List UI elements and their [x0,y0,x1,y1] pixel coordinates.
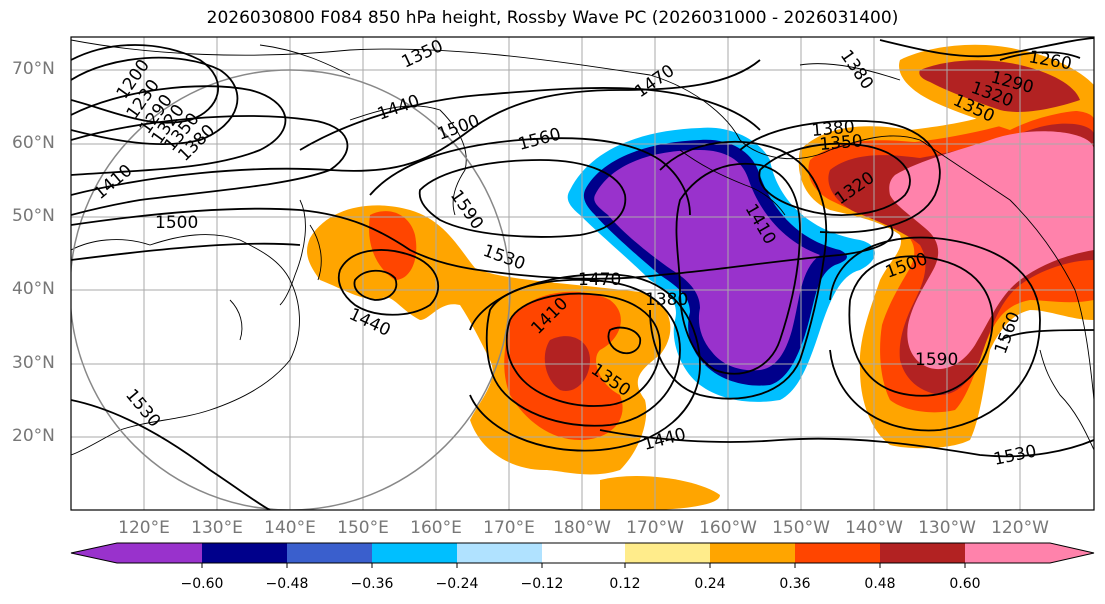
lat-label: 40°N [12,279,55,299]
colorbar [70,542,1095,568]
lon-label: 170°E [483,518,535,538]
contour-label: 1440 [641,424,688,455]
colorbar-tick-label: −0.48 [265,576,309,592]
lat-label: 60°N [12,133,55,153]
lat-label: 70°N [12,59,55,79]
contour-label: 1380 [645,290,688,310]
colorbar-segment [1050,543,1094,563]
great-circle [71,69,511,510]
colorbar-segment [71,543,117,563]
lon-label: 120°E [118,518,170,538]
colorbar-tick-label: −0.12 [520,576,564,592]
lon-label: 140°W [845,518,903,538]
colorbar-segment [710,543,795,563]
colorbar-segment [372,543,457,563]
contour-label: 1380 [811,117,856,141]
anomaly-negative-center-core [594,150,820,371]
coastlines [71,39,1094,456]
contour-label: 1470 [578,270,621,290]
contour-label: 1350 [399,36,447,72]
colorbar-segment [795,543,880,563]
colorbar-tick-label: −0.24 [435,576,479,592]
contour-label: 1350 [819,131,864,155]
map-title: 2026030800 F084 850 hPa height, Rossby W… [206,8,899,28]
lon-label: 130°W [918,518,976,538]
lat-label: 20°N [12,426,55,446]
lon-label: 140°E [264,518,316,538]
lon-label: 150°E [337,518,389,538]
anomaly-positive-east-peak [889,131,1094,370]
colorbar-segment [117,543,202,563]
lon-label: 130°E [191,518,243,538]
anomaly-positive-arctic-core [919,60,1080,112]
contour-label: 1530 [992,441,1038,470]
lat-label: 50°N [12,206,55,226]
colorbar-tick-label: −0.60 [180,576,224,592]
contour-label: 1500 [435,111,482,145]
lon-label: 120°W [991,518,1049,538]
contour-label: 1590 [446,186,487,233]
colorbar-outline [70,542,1095,564]
colorbar-segment [287,543,372,563]
colorbar-tick-label: −0.36 [350,576,394,592]
contour-label: 1590 [915,350,958,370]
shaded-field [307,44,1094,510]
lon-label: 160°E [410,518,462,538]
contour-label: 1560 [516,124,563,155]
colorbar-segment [457,543,542,563]
lon-label: 170°W [626,518,684,538]
contour-label: 1440 [375,91,422,125]
lat-label: 30°N [12,353,55,373]
map-frame [70,36,1095,511]
colorbar-segment [880,543,965,563]
contour-label: 1500 [155,213,198,233]
height-contours [71,37,1094,510]
anomaly-positive-japan [369,211,417,280]
colorbar-tick-label: 0.12 [609,576,641,592]
lon-label: 150°W [772,518,830,538]
contour-label: 1440 [346,304,394,340]
colorbar-tick-label: 0.48 [864,576,896,592]
anomaly-positive-south [600,476,720,510]
colorbar-segment [542,543,625,563]
contour-label: 1530 [480,241,527,275]
colorbar-tick-label: 0.60 [949,576,981,592]
colorbar-tick-label: 0.36 [779,576,811,592]
colorbar-segment [965,543,1050,563]
lon-label: 180°W [553,518,611,538]
lon-label: 160°W [699,518,757,538]
colorbar-segment [202,543,287,563]
colorbar-segment [625,543,710,563]
colorbar-tick-label: 0.24 [694,576,726,592]
